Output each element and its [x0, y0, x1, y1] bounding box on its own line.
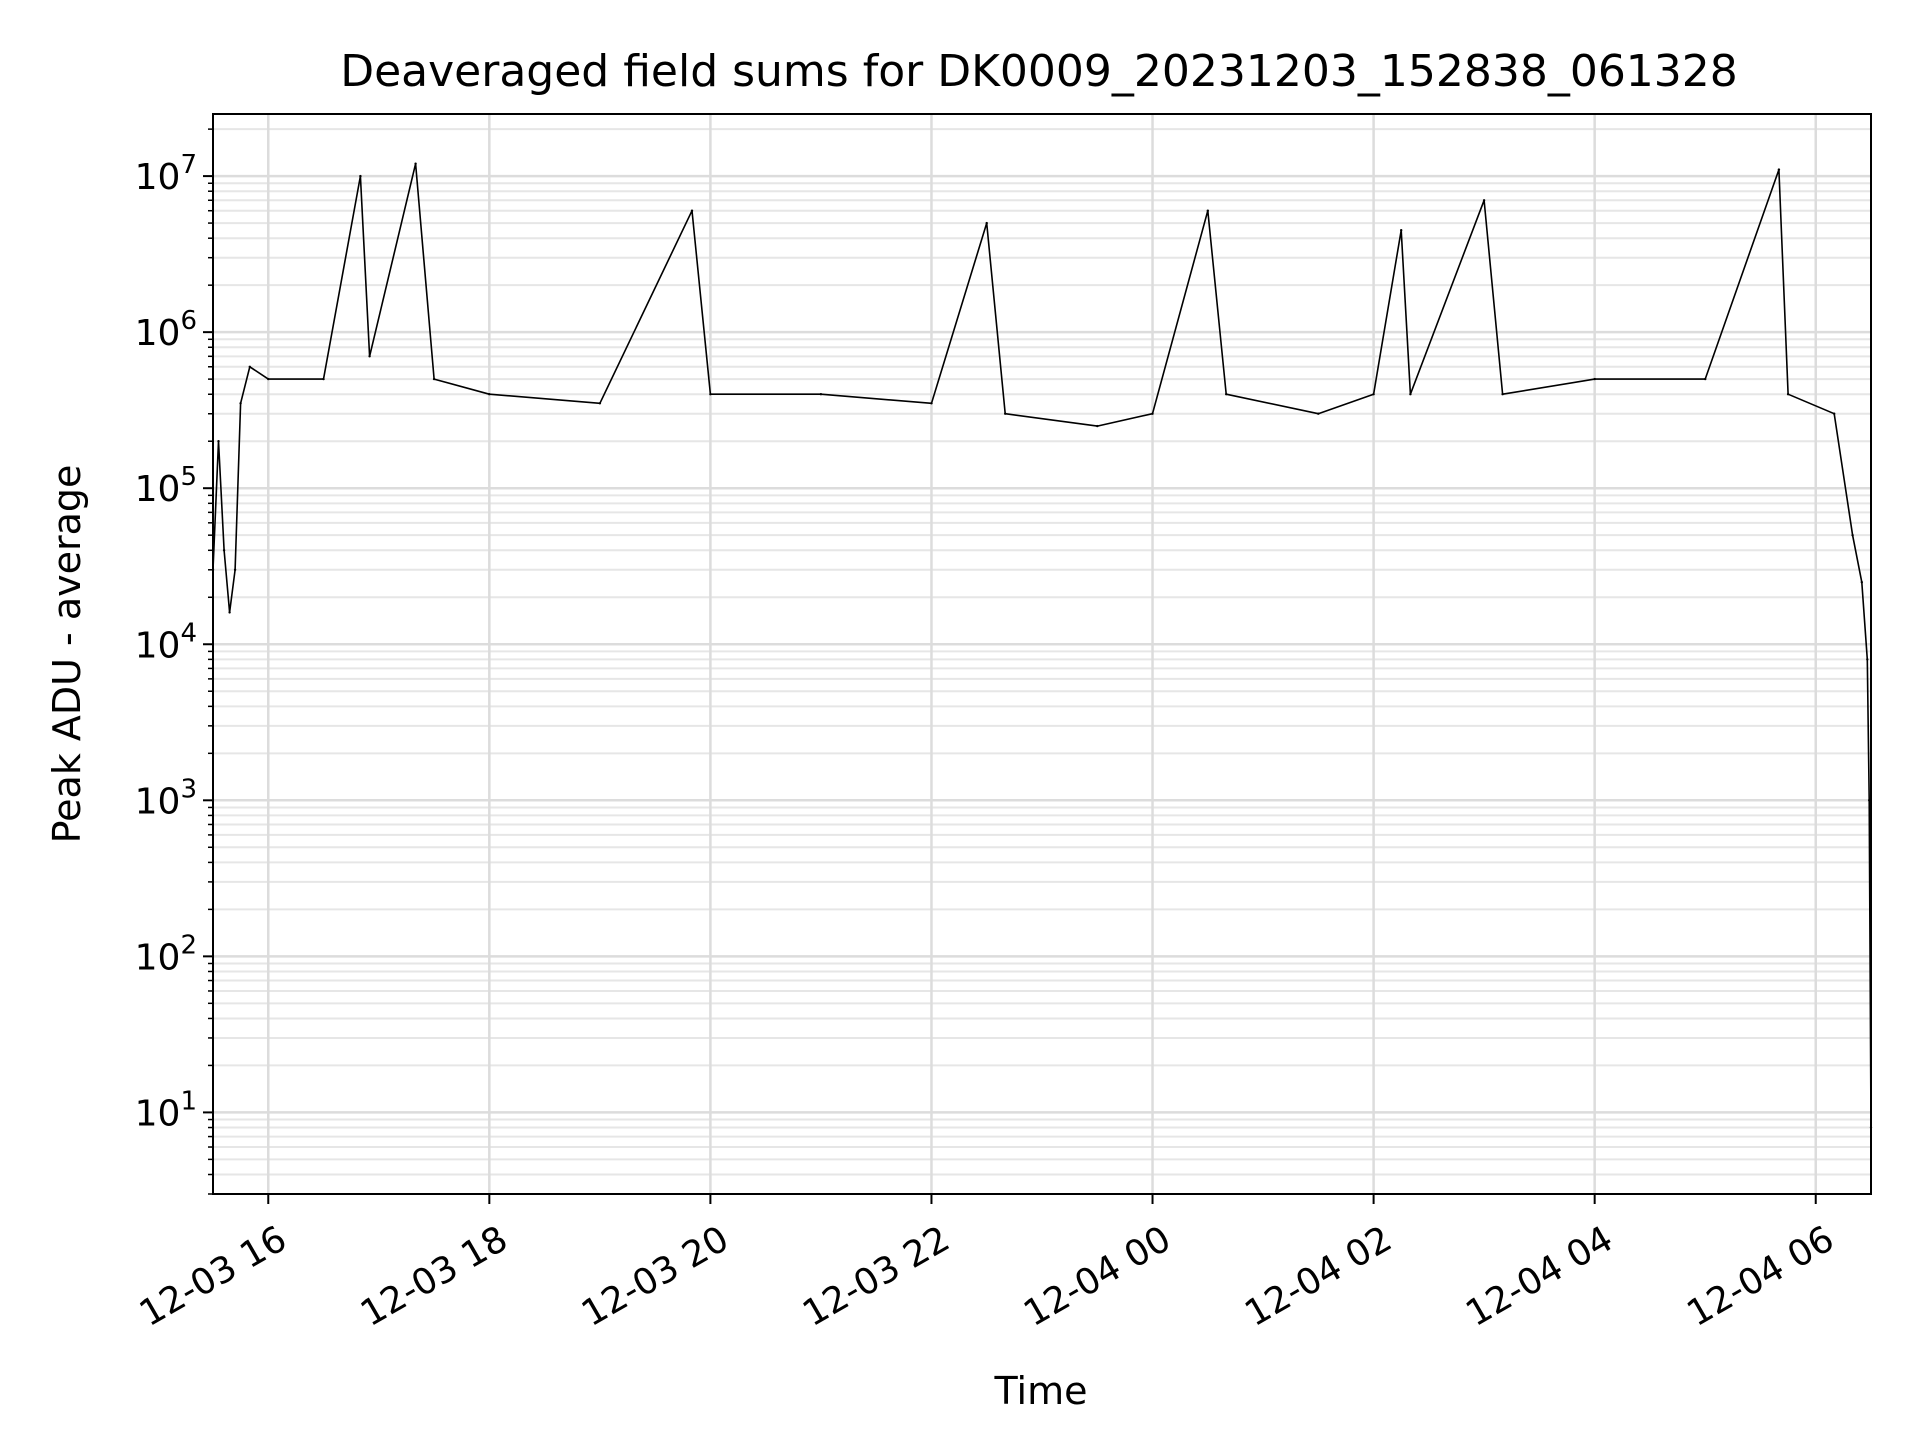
x-tick-label: 12-03 18 — [354, 1218, 515, 1334]
data-point — [1151, 412, 1154, 415]
data-point — [414, 162, 417, 165]
x-tick-label: 12-03 20 — [575, 1218, 736, 1334]
y-tick-label: 102 — [135, 930, 197, 978]
data-point — [1096, 424, 1099, 428]
x-axis: 12-03 16 12-03 18 12-03 20 12-03 22 12-04 00… — [133, 1194, 1841, 1335]
data-point — [1777, 168, 1781, 171]
data-point — [248, 365, 251, 368]
data-point — [228, 611, 231, 614]
data-point — [1501, 393, 1504, 396]
data-point — [1704, 377, 1707, 381]
data-point — [1409, 393, 1412, 396]
data-point — [239, 402, 242, 405]
data-point — [222, 549, 226, 552]
data-point — [1868, 799, 1871, 802]
data-point — [985, 221, 988, 225]
data-point — [233, 568, 237, 571]
data-point — [432, 377, 436, 381]
y-tick-label: 105 — [135, 462, 197, 510]
data-point — [1593, 377, 1596, 381]
chart-title: Deaveraged field sums for DK0009_2023120… — [340, 46, 1738, 97]
data-point — [930, 402, 933, 405]
data-point — [1317, 412, 1320, 415]
x-tick-label: 12-04 04 — [1459, 1218, 1620, 1334]
data-point — [1400, 229, 1403, 232]
data-point — [368, 355, 371, 358]
data-point — [819, 393, 823, 396]
data-point — [322, 377, 325, 381]
series-layer — [211, 162, 1873, 1129]
x-tick-label: 12-04 02 — [1238, 1218, 1399, 1334]
data-point — [1372, 393, 1375, 396]
y-tick-label: 106 — [135, 306, 197, 354]
data-point — [1482, 199, 1486, 202]
data-point — [1833, 412, 1836, 415]
data-point — [488, 393, 491, 396]
x-tick-label: 12-03 22 — [796, 1218, 957, 1334]
x-tick-label: 12-03 16 — [133, 1218, 294, 1334]
data-point — [1851, 534, 1854, 537]
data-point — [690, 209, 694, 212]
data-point — [267, 377, 270, 381]
data-point — [1860, 581, 1864, 584]
data-point — [1004, 412, 1007, 415]
y-tick-label: 107 — [135, 150, 197, 198]
data-point — [709, 393, 712, 396]
y-tick-label: 103 — [135, 774, 197, 822]
x-tick-label: 12-04 06 — [1680, 1218, 1841, 1334]
data-point — [1786, 393, 1790, 396]
y-axis: 101 102 103 104 105 106 107 — [135, 128, 213, 1195]
y-axis-label: Peak ADU - average — [45, 465, 89, 844]
data-point — [598, 402, 602, 405]
x-axis-label: Time — [994, 1369, 1088, 1413]
x-tick-label: 12-04 00 — [1017, 1218, 1178, 1334]
y-tick-label: 104 — [135, 618, 197, 666]
data-point — [1225, 393, 1228, 396]
plot-frame — [212, 113, 1872, 1195]
data-point — [359, 174, 362, 178]
data-point — [1206, 209, 1210, 212]
series-line — [212, 162, 1872, 1128]
grid — [213, 114, 1871, 1195]
data-point — [217, 440, 220, 443]
data-point — [1866, 658, 1869, 661]
y-tick-label: 101 — [135, 1086, 197, 1134]
